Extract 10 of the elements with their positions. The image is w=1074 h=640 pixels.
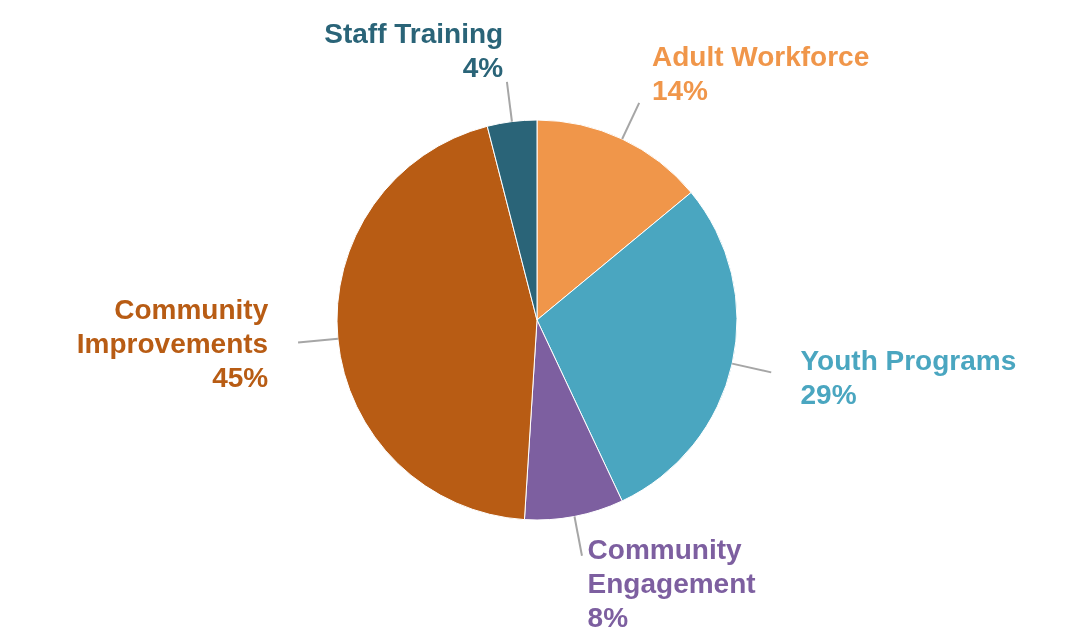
slice-label: Adult Workforce (651, 41, 870, 73)
data-label: 29% (800, 378, 857, 410)
slice-label: Staff Training (324, 17, 504, 49)
data-label: 4% (462, 51, 504, 83)
data-label: 14% (651, 75, 709, 107)
slice-label: Youth Programs (800, 344, 1017, 376)
slice-label: Community Improvements (76, 294, 269, 360)
slice-label: Community Engagement (587, 533, 756, 599)
data-label: 45% (212, 362, 269, 394)
data-label: 8% (587, 601, 629, 633)
